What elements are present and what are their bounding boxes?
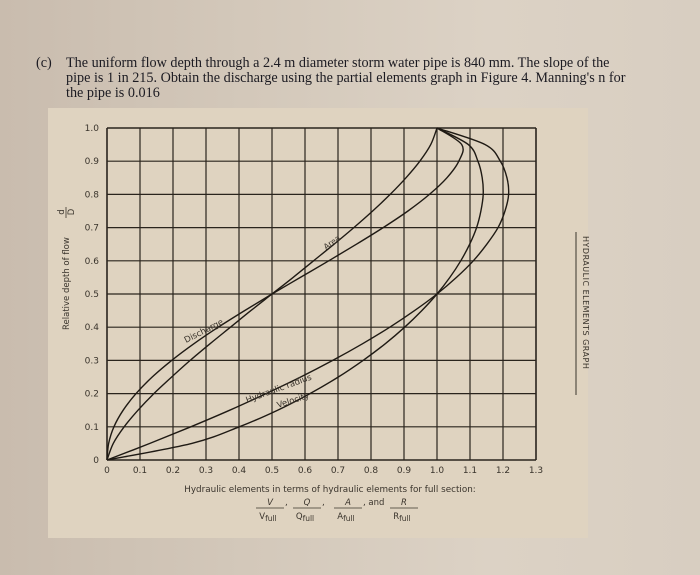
y-axis-frac-den: D <box>67 208 77 215</box>
y-tick-label: 0.8 <box>85 190 100 200</box>
y-tick-label: 0.2 <box>85 390 99 400</box>
chart-curves <box>106 127 510 461</box>
curve-velocity <box>106 127 484 461</box>
x-tick-label: 0.9 <box>397 466 412 476</box>
question-line-3: the pipe is 0.016 <box>66 85 160 101</box>
x-frac-separator: , and <box>363 498 384 508</box>
x-frac-num: A <box>344 498 351 508</box>
question-line-1: The uniform flow depth through a 2.4 m d… <box>66 55 610 71</box>
x-tick-label: 0.7 <box>331 466 345 476</box>
x-frac-num: V <box>267 498 274 508</box>
x-tick-label: 0.3 <box>199 466 213 476</box>
x-frac-den: Qfull <box>296 512 314 523</box>
x-tick-label: 0.4 <box>232 466 247 476</box>
x-frac-num: R <box>401 498 407 508</box>
y-tick-label: 0.1 <box>85 423 99 433</box>
y-tick-label: 1.0 <box>85 124 100 134</box>
x-frac-num: Q <box>304 498 311 508</box>
y-tick-label: 0.3 <box>85 356 99 366</box>
x-axis-label: Hydraulic elements in terms of hydraulic… <box>184 485 476 495</box>
x-frac-den: Rfull <box>393 512 410 523</box>
question-label: (c) <box>36 55 52 71</box>
y-tick-label: 0.5 <box>85 290 99 300</box>
x-tick-label: 0.6 <box>298 466 313 476</box>
y-tick-label: 0.4 <box>85 323 100 333</box>
x-tick-label: 0.1 <box>133 466 147 476</box>
x-tick-label: 0.5 <box>265 466 279 476</box>
x-tick-label: 1.0 <box>430 466 445 476</box>
x-tick-label: 0 <box>104 466 110 476</box>
y-tick-label: 0.7 <box>85 224 99 234</box>
y-tick-label: 0.6 <box>85 257 100 267</box>
x-frac-den: Afull <box>337 512 354 523</box>
side-title: HYDRAULIC ELEMENTS GRAPH <box>581 236 590 369</box>
curve-discharge <box>106 127 464 461</box>
x-tick-label: 1.3 <box>529 466 543 476</box>
question-text: (c) The uniform flow depth through a 2.4… <box>36 56 656 101</box>
x-frac-den: Vfull <box>259 512 276 523</box>
y-tick-label: 0.9 <box>85 157 100 167</box>
y-axis-frac-num: d <box>57 209 67 214</box>
y-axis-label: Relative depth of flow <box>62 237 72 330</box>
x-tick-label: 1.2 <box>496 466 510 476</box>
x-tick-label: 0.8 <box>364 466 379 476</box>
x-tick-label: 1.1 <box>463 466 477 476</box>
x-frac-separator: , <box>285 498 288 508</box>
y-tick-label: 0 <box>93 456 99 466</box>
figure-paper <box>48 108 588 538</box>
curve-label-area: Area <box>322 233 342 251</box>
x-frac-separator: , <box>322 498 325 508</box>
question-line-2: pipe is 1 in 215. Obtain the discharge u… <box>66 70 626 86</box>
x-tick-label: 0.2 <box>166 466 180 476</box>
chart-grid <box>106 127 537 461</box>
curve-label-discharge: Discharge <box>183 317 225 345</box>
chart-ticks: 0 0.1 0.2 0.3 0.4 0.5 0.6 0.7 0.8 0.9 1.0 1.1 1.2 1.3… <box>85 124 543 476</box>
